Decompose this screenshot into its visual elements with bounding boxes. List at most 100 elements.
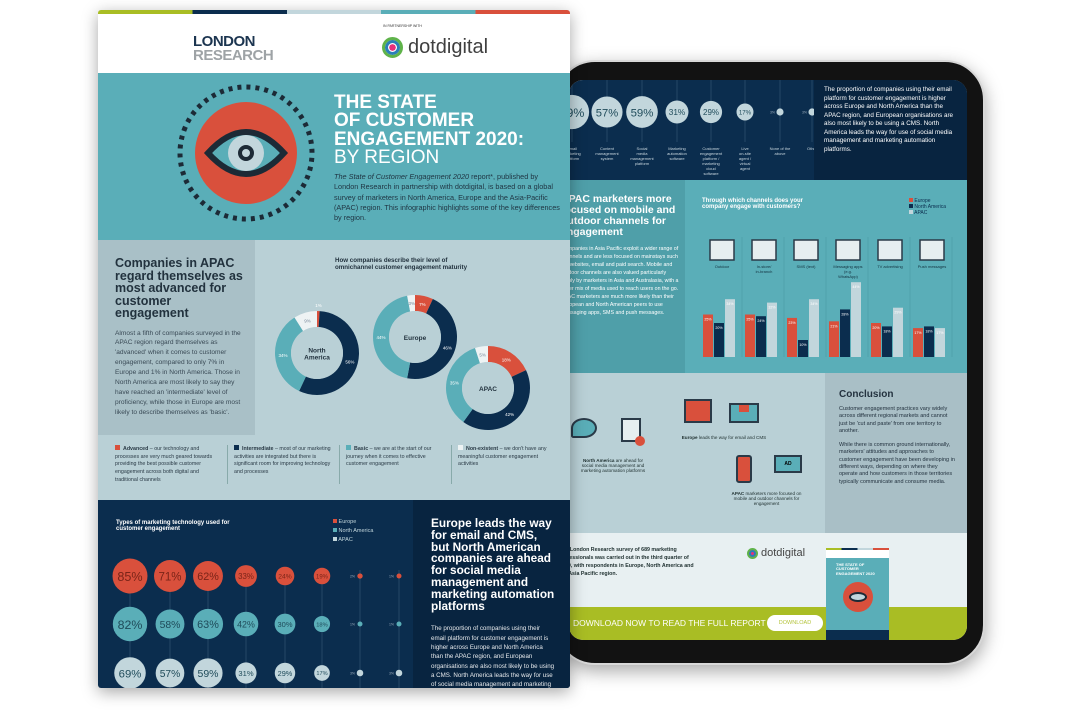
donut-segment (407, 298, 457, 379)
category-label: Push messages (918, 264, 946, 269)
donut-value-label: 3% (409, 301, 416, 306)
bar-value-label: 25% (746, 318, 754, 322)
category-label: Live (741, 146, 749, 151)
bar (714, 323, 724, 357)
bubble (235, 662, 257, 684)
channels-body: Companies in Asia Pacific exploit a wide… (569, 246, 679, 316)
channel-icon (751, 239, 777, 261)
donut-segment (446, 348, 480, 422)
summary-na-bold: North America (582, 458, 615, 463)
bubble-value-label: 59% (198, 669, 219, 680)
dotdigital-mark-icon (382, 37, 403, 58)
bubble (235, 565, 257, 587)
donut-value-label: 42% (505, 412, 514, 417)
dotdigital-mark-icon (747, 547, 758, 559)
donut-segment (294, 311, 317, 332)
bubble (112, 606, 148, 642)
summary-eu-text: leads the way for email and CMS (697, 435, 767, 440)
martech-continued-section: 69%Emailmarketingplatform57%Contentmanag… (569, 80, 967, 180)
category-label: platform (635, 161, 650, 166)
category-label: agent (740, 166, 751, 171)
martech-right-panel: Europe leads the way for email and CMS, … (413, 500, 570, 688)
donut-region-label: America (304, 355, 330, 362)
bubble-value-label: 85% (117, 570, 142, 584)
category-label: agent / (739, 156, 752, 161)
bar-value-label: 20% (872, 326, 880, 330)
bubble (155, 658, 185, 688)
download-button[interactable]: DOWNLOAD (767, 615, 823, 631)
conclusion-p2: While there is common ground internation… (839, 441, 955, 485)
bubble-value-label: 19% (316, 574, 329, 580)
category-label: SMS (text) (797, 264, 817, 269)
bubble (313, 615, 331, 633)
bar-value-label: 23% (788, 321, 796, 325)
bubble (155, 609, 185, 639)
camera (742, 66, 802, 74)
category-label: software (669, 156, 685, 161)
bar-value-label: 32% (768, 306, 776, 310)
martech-section: Types of marketing technology used for c… (98, 500, 570, 688)
bar-value-label: 18% (925, 329, 933, 333)
category-label: Content (600, 146, 615, 151)
category-label: WhatsApp) (838, 274, 858, 279)
donut-value-label: 18% (502, 357, 511, 362)
bubble-value-label: 42% (237, 619, 255, 629)
bubble-value-label: 3% (770, 111, 775, 115)
cms-gear-icon (621, 418, 645, 446)
donut-value-label: 9% (304, 318, 311, 323)
donut-value-label: 44% (376, 335, 385, 340)
conclusion-panel: Conclusion Customer engagement practices… (825, 373, 967, 533)
legend-north-america: North America (333, 527, 373, 536)
donut-segment (317, 311, 320, 328)
bubble-value-label: 82% (118, 618, 143, 632)
bubble (313, 567, 331, 585)
bubble (193, 658, 223, 688)
maturity-section: Companies in APAC regard themselves as m… (98, 240, 570, 500)
channel-icon (919, 239, 945, 261)
category-label: Messaging apps (833, 264, 862, 269)
bar-value-label: 17% (914, 331, 922, 335)
tablet-screen[interactable]: 69%Emailmarketingplatform57%Contentmanag… (569, 80, 967, 640)
download-band: DOWNLOAD NOW TO READ THE FULL REPORT DOW… (569, 607, 967, 640)
legend-apac: APAC (909, 210, 946, 216)
category-label: marketing (569, 151, 581, 156)
bubble (274, 613, 296, 635)
dotdigital-logo: dotdigital (382, 36, 488, 59)
bar-value-label: 18% (883, 329, 891, 333)
bubble-value-label: 3% (389, 672, 394, 676)
donut-region-label: North (308, 348, 325, 355)
bubble-chart-title: Types of marketing technology used for c… (116, 520, 230, 532)
bar-value-label: 10% (799, 343, 807, 347)
category-label: marketing (702, 161, 720, 166)
bar-legend: Europe North America APAC (909, 198, 946, 216)
bubble-value-label: 33% (238, 572, 254, 581)
summary-apac-text: marketers more focused on mobile and out… (733, 491, 802, 506)
bubble (808, 108, 814, 116)
bubble-value-label: 71% (158, 571, 181, 583)
bar-value-label: 21% (830, 324, 838, 328)
bubble-value-label: 29% (278, 669, 293, 678)
summary-eu-bold: Europe (681, 435, 698, 440)
maturity-text: Companies in APAC regard themselves as m… (98, 240, 255, 435)
category-label: on-site (739, 151, 752, 156)
bubble (233, 611, 259, 637)
category-label: engagement (700, 151, 723, 156)
email-laptop-icon (729, 403, 759, 423)
infographic-page: LONDON RESEARCH IN PARTNERSHIP WITH dotd… (98, 10, 570, 688)
donut-value-label: 56% (345, 359, 354, 364)
maturity-body: Almost a fifth of companies surveyed in … (115, 329, 241, 416)
category-label: (e.g. (844, 269, 852, 274)
category-label: automation (667, 151, 687, 156)
download-cta-text: DOWNLOAD NOW TO READ THE FULL REPORT (573, 618, 766, 628)
bubble (699, 100, 723, 124)
bubble (357, 621, 363, 627)
bar (913, 328, 923, 357)
donut-segment (488, 346, 527, 377)
legend-europe: Europe (333, 518, 373, 527)
donut-value-label: 7% (419, 302, 426, 307)
report-cover-thumbnail[interactable]: THE STATE OF CUSTOMER ENGAGEMENT 2020 (826, 548, 889, 640)
bubble-value-label: 1% (389, 623, 394, 627)
bubble (396, 573, 402, 579)
martech-body: The proportion of companies using their … (824, 86, 954, 153)
